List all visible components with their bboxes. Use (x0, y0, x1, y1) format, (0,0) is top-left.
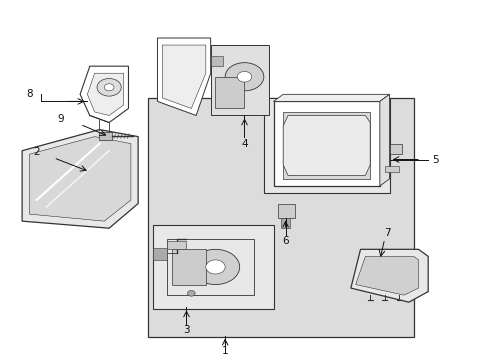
Bar (210, 45, 268, 116)
Circle shape (97, 78, 121, 96)
Bar (215, 77, 244, 108)
Polygon shape (355, 256, 418, 295)
Bar (280, 218, 290, 228)
Polygon shape (22, 130, 138, 228)
Text: 6: 6 (282, 235, 288, 246)
Bar (273, 102, 379, 186)
Text: 8: 8 (26, 89, 33, 99)
Bar (167, 239, 254, 295)
Bar (99, 132, 111, 140)
Polygon shape (379, 94, 389, 186)
Circle shape (187, 291, 195, 296)
Circle shape (104, 84, 114, 91)
Bar (152, 248, 167, 260)
Polygon shape (350, 249, 427, 302)
Bar (283, 112, 369, 179)
Polygon shape (273, 94, 389, 102)
Bar (384, 166, 398, 172)
Polygon shape (283, 116, 369, 175)
Circle shape (191, 249, 239, 284)
Polygon shape (162, 45, 205, 108)
Bar (3, 0, 147, 98)
Text: 2: 2 (33, 148, 40, 157)
Circle shape (205, 260, 224, 274)
Bar (172, 249, 205, 284)
Text: 5: 5 (431, 154, 438, 165)
Polygon shape (87, 73, 123, 116)
Bar (264, 98, 389, 193)
Bar (152, 225, 273, 309)
Text: 1: 1 (222, 346, 228, 356)
Text: 3: 3 (183, 325, 189, 335)
Polygon shape (80, 66, 128, 122)
Bar (389, 144, 401, 154)
Text: 7: 7 (383, 229, 389, 238)
Bar (210, 55, 223, 66)
Bar (147, 98, 413, 337)
Text: 9: 9 (58, 114, 64, 124)
Bar (167, 240, 186, 249)
Polygon shape (29, 137, 131, 221)
Text: 4: 4 (241, 139, 247, 149)
Bar (278, 203, 295, 218)
Circle shape (237, 71, 251, 82)
Circle shape (224, 63, 264, 91)
Polygon shape (157, 38, 210, 116)
